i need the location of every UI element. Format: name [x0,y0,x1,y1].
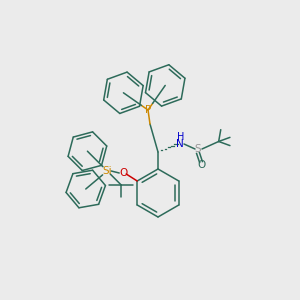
Text: Si: Si [102,166,112,176]
Text: O: O [197,160,205,170]
Text: S: S [195,144,201,154]
Text: P: P [145,105,151,115]
Text: N: N [176,139,184,149]
Text: O: O [119,168,127,178]
Text: H: H [177,132,185,142]
